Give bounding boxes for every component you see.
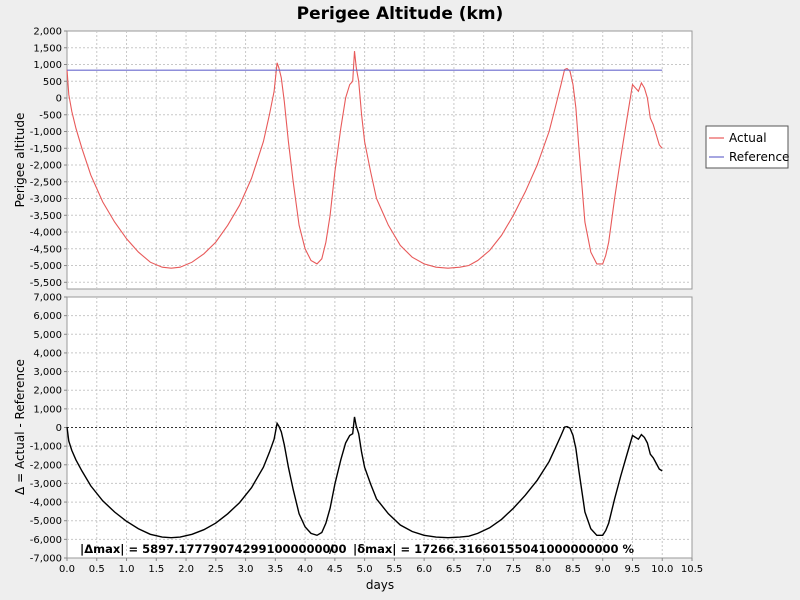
x-tick-label: 6.5 <box>446 564 462 575</box>
legend: Actual Reference <box>705 125 789 169</box>
bottom-y-tick-label: 5,000 <box>33 330 62 341</box>
top-y-tick-label: -5,000 <box>30 261 62 272</box>
bottom-y-ticks: 7,000 6,000 5,000 4,000 3,000 2,000 1,000 0 -1,0… <box>30 293 67 565</box>
x-tick-label: 9.5 <box>625 564 641 575</box>
x-tick-label: 3.0 <box>238 564 254 575</box>
bottom-y-tick-label: -6,000 <box>30 535 62 546</box>
top-y-tick-label: 0 <box>56 94 62 105</box>
x-tick-label: 0.5 <box>89 564 105 575</box>
legend-box <box>705 125 789 169</box>
bottom-y-tick-label: -3,000 <box>30 479 62 490</box>
top-y-axis-title: Perigee altitude <box>13 113 27 208</box>
top-series <box>66 51 663 269</box>
top-y-tick-label: 1,500 <box>33 43 62 54</box>
x-tick-label: 6.0 <box>416 564 432 575</box>
bottom-y-tick-label: 4,000 <box>33 348 62 359</box>
x-tick-label: 10.5 <box>681 564 703 575</box>
bottom-y-tick-label: -4,000 <box>30 498 62 509</box>
bottom-y-axis-title: Δ = Actual - Reference <box>13 359 27 495</box>
top-y-tick-label: 1,000 <box>33 60 62 71</box>
top-y-tick-label: -5,500 <box>30 278 62 289</box>
x-tick-label: 2.5 <box>208 564 224 575</box>
annotation-delta-max: |Δmax| = 5897.177790742991000000000 <box>80 542 347 556</box>
x-tick-label: 3.5 <box>267 564 283 575</box>
x-tick-label: 9.0 <box>595 564 611 575</box>
top-y-tick-label: -4,500 <box>30 244 62 255</box>
bottom-y-tick-label: -5,000 <box>30 516 62 527</box>
bottom-y-tick-label: -2,000 <box>30 460 62 471</box>
bottom-y-tick-label: 6,000 <box>33 311 62 322</box>
x-tick-label: 4.0 <box>297 564 313 575</box>
annotation-separator: / <box>329 542 334 556</box>
x-tick-label: 8.0 <box>535 564 551 575</box>
x-axis-title: days <box>366 578 394 592</box>
top-grid <box>67 31 692 289</box>
bottom-y-tick-label: 7,000 <box>33 293 62 304</box>
top-y-tick-label: -1,500 <box>30 144 62 155</box>
top-y-ticks: 2,000 1,500 1,000 500 0 -500 -1,000 -1,500 -2,00… <box>30 27 67 289</box>
top-y-tick-label: -3,500 <box>30 211 62 222</box>
bottom-y-tick-label: 0 <box>56 423 62 434</box>
top-y-tick-label: 500 <box>43 77 62 88</box>
chart-title: Perigee Altitude (km) <box>297 4 504 24</box>
top-y-tick-label: 2,000 <box>33 27 62 38</box>
x-tick-label: 1.0 <box>119 564 135 575</box>
bottom-y-tick-label: 1,000 <box>33 404 62 415</box>
bottom-y-tick-label: 2,000 <box>33 386 62 397</box>
bottom-y-tick-label: -1,000 <box>30 442 62 453</box>
top-y-tick-label: -4,000 <box>30 228 62 239</box>
bottom-series <box>66 416 692 539</box>
legend-reference-label: Reference <box>729 150 789 164</box>
top-y-tick-label: -1,000 <box>30 127 62 138</box>
legend-actual-label: Actual <box>729 131 767 145</box>
x-tick-label: 0.0 <box>59 564 75 575</box>
x-tick-label: 1.5 <box>148 564 164 575</box>
x-tick-label: 7.5 <box>505 564 521 575</box>
x-tick-label: 4.5 <box>327 564 343 575</box>
x-tick-label: 8.5 <box>565 564 581 575</box>
bottom-y-tick-label: 3,000 <box>33 367 62 378</box>
x-tick-label: 5.0 <box>357 564 373 575</box>
top-y-tick-label: -2,500 <box>30 177 62 188</box>
x-tick-label: 2.0 <box>178 564 194 575</box>
bottom-y-tick-label: -7,000 <box>30 554 62 565</box>
x-tick-label: 10.0 <box>651 564 673 575</box>
top-y-tick-label: -500 <box>39 110 62 121</box>
top-y-tick-label: -3,000 <box>30 194 62 205</box>
delta-series-line <box>66 416 663 539</box>
x-tick-label: 7.0 <box>476 564 492 575</box>
actual-series-line <box>66 51 663 269</box>
top-y-tick-label: -2,000 <box>30 161 62 172</box>
x-tick-label: 5.5 <box>386 564 402 575</box>
annotation-delta-pct: |δmax| = 17266.31660155041000000000 % <box>353 542 635 556</box>
x-ticks: 0.0 0.5 1.0 1.5 2.0 2.5 3.0 3.5 4.0 4.5 5.0 5.5 6.0 6… <box>59 558 703 575</box>
top-plot-area <box>66 30 693 290</box>
